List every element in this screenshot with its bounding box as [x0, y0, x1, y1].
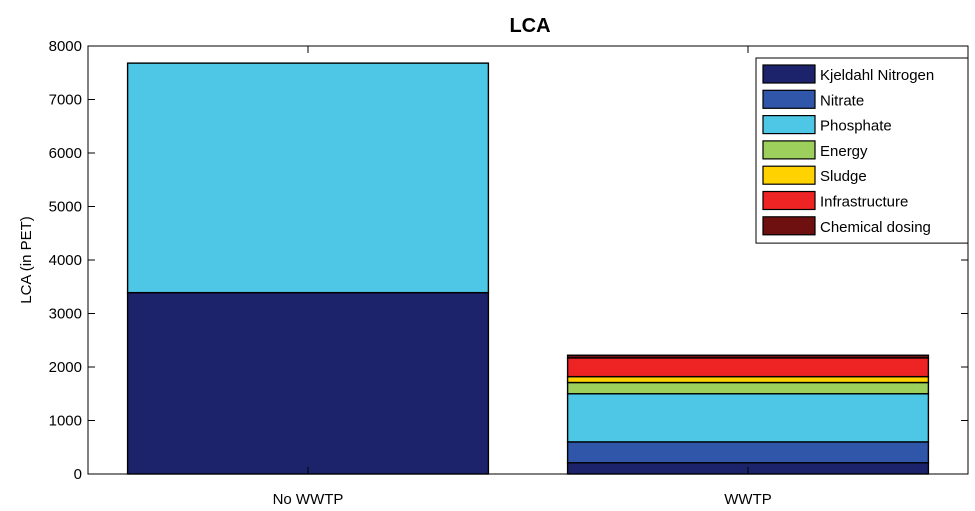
chart-title: LCA — [509, 15, 550, 37]
y-tick-label: 7000 — [49, 92, 82, 109]
legend-swatch — [762, 89, 816, 109]
bar-segment-1-1 — [566, 441, 930, 464]
bar-segment-1-4 — [566, 375, 930, 384]
legend-swatch — [762, 64, 816, 84]
y-tick-label: 4000 — [49, 252, 82, 269]
bar-segment-1-6 — [566, 354, 930, 359]
bar-segment-1-2 — [566, 393, 930, 443]
y-tick-label: 6000 — [49, 145, 82, 162]
y-tick-label: 0 — [74, 466, 82, 483]
x-tick-label: No WWTP — [273, 491, 344, 508]
bar-segment-0-0 — [126, 291, 490, 475]
bar-segment-1-5 — [566, 357, 930, 378]
bars-layer: No WWTP WWTP — [126, 62, 930, 508]
legend-swatch — [762, 165, 816, 185]
bar-segment-0-2 — [126, 62, 490, 294]
legend-swatch — [762, 190, 816, 211]
legend-entry: Infrastructure — [820, 194, 908, 211]
legend-entry: Kjeldahl Nitrogen — [820, 67, 934, 84]
legend-entry: Energy — [820, 143, 868, 160]
legend-entry: Sludge — [820, 168, 867, 185]
legend-swatch — [762, 140, 816, 160]
legend: Kjeldahl Nitrogen Nitrate Phosphate Energy S… — [755, 57, 969, 244]
y-tick-label: 1000 — [49, 413, 82, 430]
bar-segment-1-3 — [566, 381, 930, 395]
x-tick-label: WWTP — [724, 491, 771, 508]
legend-entry: Nitrate — [820, 92, 864, 109]
legend-entry: Chemical dosing — [820, 219, 931, 236]
y-tick-label: 5000 — [49, 199, 82, 216]
y-tick-label: 8000 — [49, 38, 82, 55]
y-axis-label: LCA (in PET) — [18, 216, 35, 304]
y-tick-label: 2000 — [49, 359, 82, 376]
axis-ticks: 0 1000 2000 3000 4000 5000 6000 7000 8000 — [49, 38, 968, 483]
legend-swatch — [762, 216, 816, 236]
y-tick-label: 3000 — [49, 306, 82, 323]
legend-entry: Phosphate — [820, 118, 892, 135]
legend-swatch — [762, 114, 816, 135]
